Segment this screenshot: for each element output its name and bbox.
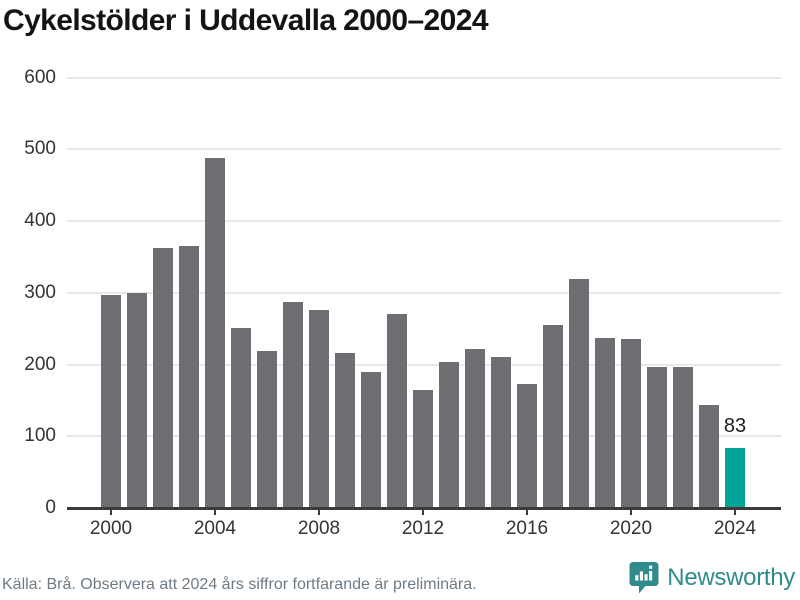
- bar-2018: [569, 279, 589, 508]
- bar-2010: [361, 371, 381, 508]
- x-axis-label-2004: 2004: [193, 518, 237, 539]
- bar-2005: [231, 327, 251, 508]
- x-axis-tick-2004: [214, 509, 216, 515]
- bar-2001: [127, 293, 147, 508]
- y-axis-label-500: 500: [24, 138, 56, 160]
- newsworthy-wordmark: Newsworthy: [667, 563, 795, 591]
- x-axis-label-2020: 2020: [609, 518, 653, 539]
- newsworthy-logo-icon: [629, 561, 659, 594]
- bar-2022: [673, 366, 693, 508]
- bar-2012: [413, 389, 433, 508]
- x-axis-tick-2016: [526, 509, 528, 515]
- x-axis-label-2024: 2024: [713, 518, 757, 539]
- bar-2020: [621, 338, 641, 508]
- newsworthy-logo-link[interactable]: Newsworthy: [629, 561, 795, 594]
- y-axis-label-400: 400: [24, 210, 56, 231]
- bar-2023: [699, 404, 719, 508]
- x-axis-tick-2008: [318, 509, 320, 515]
- y-axis-label-600: 600: [24, 66, 56, 88]
- gridline-400: [67, 220, 781, 222]
- bar-2009: [335, 353, 355, 508]
- bar-2002: [153, 248, 173, 508]
- x-axis-label-2000: 2000: [89, 518, 133, 539]
- x-axis-line: [67, 507, 781, 510]
- x-axis-label-2016: 2016: [505, 518, 549, 539]
- bar-2004: [205, 157, 225, 508]
- x-axis-tick-2012: [422, 509, 424, 515]
- gridline-300: [67, 291, 781, 294]
- x-axis-tick-2020: [630, 509, 632, 515]
- chart-title: Cykelstölder i Uddevalla 2000–2024: [3, 4, 489, 37]
- y-axis-label-200: 200: [24, 353, 56, 375]
- x-axis-tick-2000: [110, 509, 112, 515]
- y-axis-label-100: 100: [24, 425, 56, 447]
- bar-2021: [647, 367, 667, 508]
- gridline-500: [67, 148, 781, 151]
- bar-2015: [491, 356, 511, 508]
- bar-2019: [595, 337, 615, 508]
- bar-2017: [543, 325, 563, 508]
- value-annotation-2024: 83: [723, 415, 747, 438]
- bar-2003: [179, 246, 199, 508]
- x-axis-tick-2024: [734, 509, 736, 515]
- bar-2013: [439, 361, 459, 508]
- bar-2008: [309, 309, 329, 508]
- x-axis-label-2012: 2012: [401, 518, 445, 539]
- source-note: Källa: Brå. Observera att 2024 års siffr…: [2, 576, 477, 593]
- bar-2006: [257, 350, 277, 508]
- bar-2007: [283, 302, 303, 508]
- bar-2014: [465, 349, 485, 508]
- y-axis-label-300: 300: [24, 281, 56, 303]
- gridline-200: [67, 363, 781, 366]
- x-axis-label-2008: 2008: [297, 518, 341, 539]
- gridline-600: [67, 76, 781, 79]
- bar-2011: [387, 313, 407, 508]
- bar-2024: [725, 448, 745, 508]
- y-axis-label-0: 0: [45, 497, 56, 518]
- bar-2000: [101, 294, 121, 508]
- bar-chart-plot: 0 100 200 300 400 500 600 2000 2004 2008 2012 2016 2…: [24, 66, 781, 539]
- bar-2016: [517, 383, 537, 508]
